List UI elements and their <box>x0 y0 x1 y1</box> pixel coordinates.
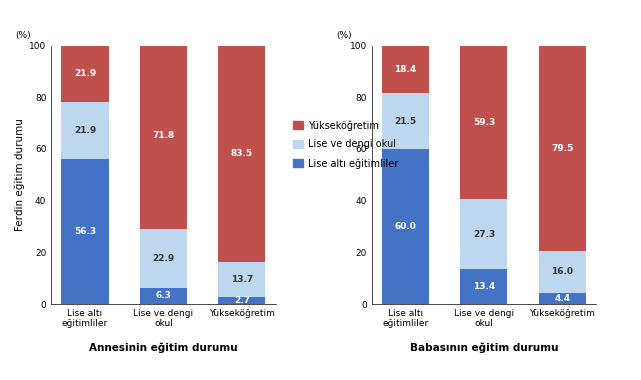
Text: (%): (%) <box>15 32 31 40</box>
Bar <box>460 199 508 269</box>
Bar <box>140 228 187 288</box>
Bar <box>62 158 108 304</box>
Bar <box>62 102 108 158</box>
Bar <box>140 288 187 304</box>
Text: 13.4: 13.4 <box>473 282 495 291</box>
Text: 6.3: 6.3 <box>156 291 171 300</box>
Bar <box>460 269 508 304</box>
Legend: Yükseköğretim, Lise ve dengi okul, Lise altı eğitimliler: Yükseköğretim, Lise ve dengi okul, Lise … <box>290 117 401 171</box>
Bar <box>382 149 429 304</box>
Text: 79.5: 79.5 <box>551 144 574 153</box>
Text: 2.7: 2.7 <box>234 296 250 305</box>
Text: 4.4: 4.4 <box>554 294 570 303</box>
Bar <box>140 43 187 228</box>
Bar <box>219 297 265 304</box>
Bar <box>460 46 508 199</box>
Bar <box>539 251 586 293</box>
Text: 22.9: 22.9 <box>153 253 174 263</box>
Y-axis label: Ferdin eğitim durumu: Ferdin eğitim durumu <box>15 118 25 231</box>
Bar <box>62 45 108 102</box>
Bar <box>539 293 586 304</box>
Text: 16.0: 16.0 <box>551 268 574 277</box>
X-axis label: Babasının eğitim durumu: Babasının eğitim durumu <box>410 342 558 353</box>
Text: 71.8: 71.8 <box>153 131 174 140</box>
Bar <box>219 261 265 297</box>
Text: 59.3: 59.3 <box>473 118 495 127</box>
Text: 60.0: 60.0 <box>395 222 417 231</box>
Text: 13.7: 13.7 <box>231 275 253 284</box>
Bar <box>382 93 429 149</box>
Bar <box>539 46 586 251</box>
Text: (%): (%) <box>336 32 351 40</box>
Text: 56.3: 56.3 <box>74 227 96 236</box>
Text: 21.9: 21.9 <box>74 126 96 135</box>
Bar <box>382 46 429 93</box>
X-axis label: Annesinin eğitim durumu: Annesinin eğitim durumu <box>89 342 238 353</box>
Text: 21.9: 21.9 <box>74 69 96 78</box>
Text: 83.5: 83.5 <box>231 149 253 158</box>
Bar <box>219 46 265 261</box>
Text: 27.3: 27.3 <box>473 230 495 239</box>
Text: 18.4: 18.4 <box>394 65 417 74</box>
Text: 21.5: 21.5 <box>394 117 417 126</box>
